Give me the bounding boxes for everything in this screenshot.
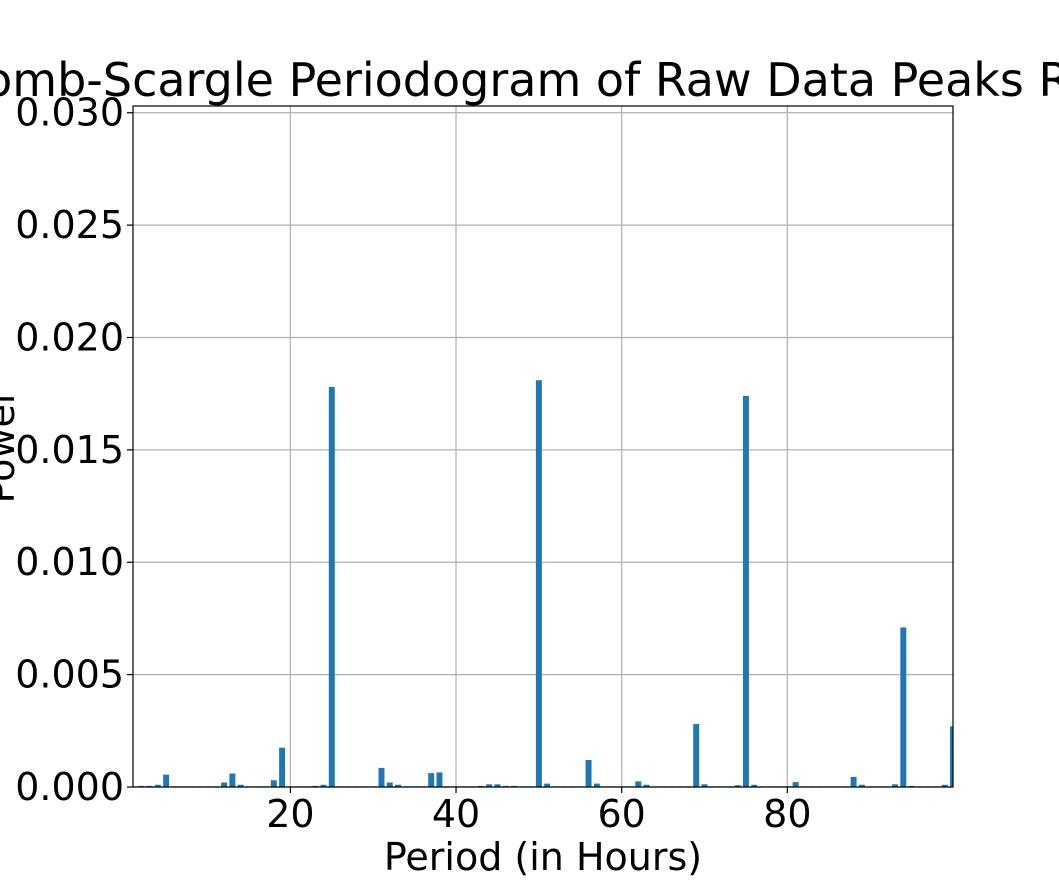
bar <box>635 781 642 787</box>
grid-layer <box>133 106 953 788</box>
bar <box>229 773 236 787</box>
y-tick-label: 0.030 <box>15 91 124 135</box>
bar <box>270 780 277 787</box>
bar <box>585 760 592 787</box>
bar <box>792 782 799 787</box>
bar <box>279 747 286 787</box>
bar <box>593 783 600 787</box>
bar <box>892 784 899 787</box>
bar <box>950 726 953 787</box>
bar <box>751 784 758 787</box>
x-tick-label: 80 <box>763 792 811 836</box>
y-tick-label: 0.020 <box>15 315 124 359</box>
y-tick-label: 0.015 <box>15 428 124 472</box>
x-axis-label: Period (in Hours) <box>384 835 702 879</box>
bar <box>237 784 244 787</box>
bars-layer <box>138 380 953 787</box>
bar <box>734 785 741 787</box>
chart-title: Lomb-Scargle Periodogram of Raw Data Pea… <box>0 53 1059 107</box>
ticks-layer: 20 40 60 80 0.000 0.005 0.010 0.015 0.020 0.025 0.… <box>15 91 811 836</box>
x-tick-label: 40 <box>432 792 480 836</box>
bar <box>436 772 443 787</box>
y-tick-label: 0.005 <box>15 653 124 697</box>
y-tick-label: 0.000 <box>15 765 124 809</box>
bar <box>900 627 907 787</box>
bar <box>486 784 493 787</box>
bar <box>320 784 327 787</box>
bar <box>378 767 385 787</box>
bar <box>742 395 749 787</box>
x-tick-label: 60 <box>598 792 646 836</box>
bar <box>701 784 708 787</box>
bar <box>544 783 551 787</box>
plot-frame <box>132 105 954 788</box>
bar <box>643 784 650 787</box>
bar <box>494 784 501 787</box>
bar <box>221 782 228 787</box>
bar <box>428 773 435 787</box>
y-axis-label: Power <box>0 388 23 503</box>
x-tick-label: 20 <box>266 792 314 836</box>
bar <box>858 784 865 787</box>
bar <box>328 386 335 787</box>
bar <box>941 784 948 787</box>
y-tick-label: 0.025 <box>15 203 124 247</box>
bar <box>163 774 170 787</box>
bar <box>154 784 161 787</box>
y-tick-label: 0.010 <box>15 540 124 584</box>
bar <box>535 380 542 787</box>
bar <box>850 776 857 787</box>
bar <box>693 724 700 787</box>
bar <box>395 784 402 787</box>
bar <box>386 782 393 787</box>
